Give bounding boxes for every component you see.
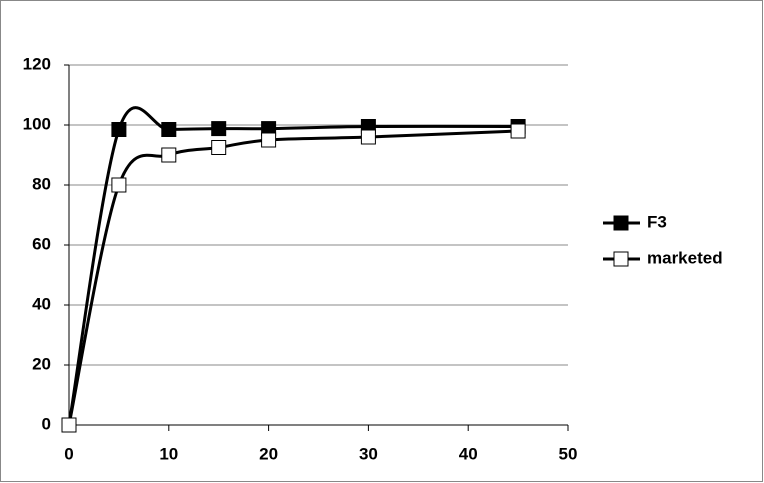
legend-marker [613,215,629,231]
y-tick-label: 60 [32,234,51,253]
marker [360,129,376,145]
marker [111,177,127,193]
x-tick-label: 50 [559,444,578,463]
x-tick-label: 40 [459,444,478,463]
x-tick-label: 10 [159,444,178,463]
marker [510,123,526,139]
x-tick-label: 30 [359,444,378,463]
legend-label: F3 [647,212,667,231]
marker [161,147,177,163]
marker [161,122,177,137]
y-tick-label: 0 [42,414,51,433]
marker [211,140,227,155]
marker [211,121,227,137]
legend-marker [613,251,629,267]
x-tick-label: 20 [259,444,278,463]
y-tick-label: 80 [32,174,51,193]
y-tick-label: 100 [23,114,51,133]
marker [111,122,127,137]
y-tick-label: 120 [23,54,51,73]
legend-label: marketed [647,248,723,267]
y-tick-label: 20 [32,354,51,373]
marker [61,417,77,433]
x-tick-label: 0 [64,444,73,463]
marker [261,132,277,148]
y-tick-label: 40 [32,294,51,313]
